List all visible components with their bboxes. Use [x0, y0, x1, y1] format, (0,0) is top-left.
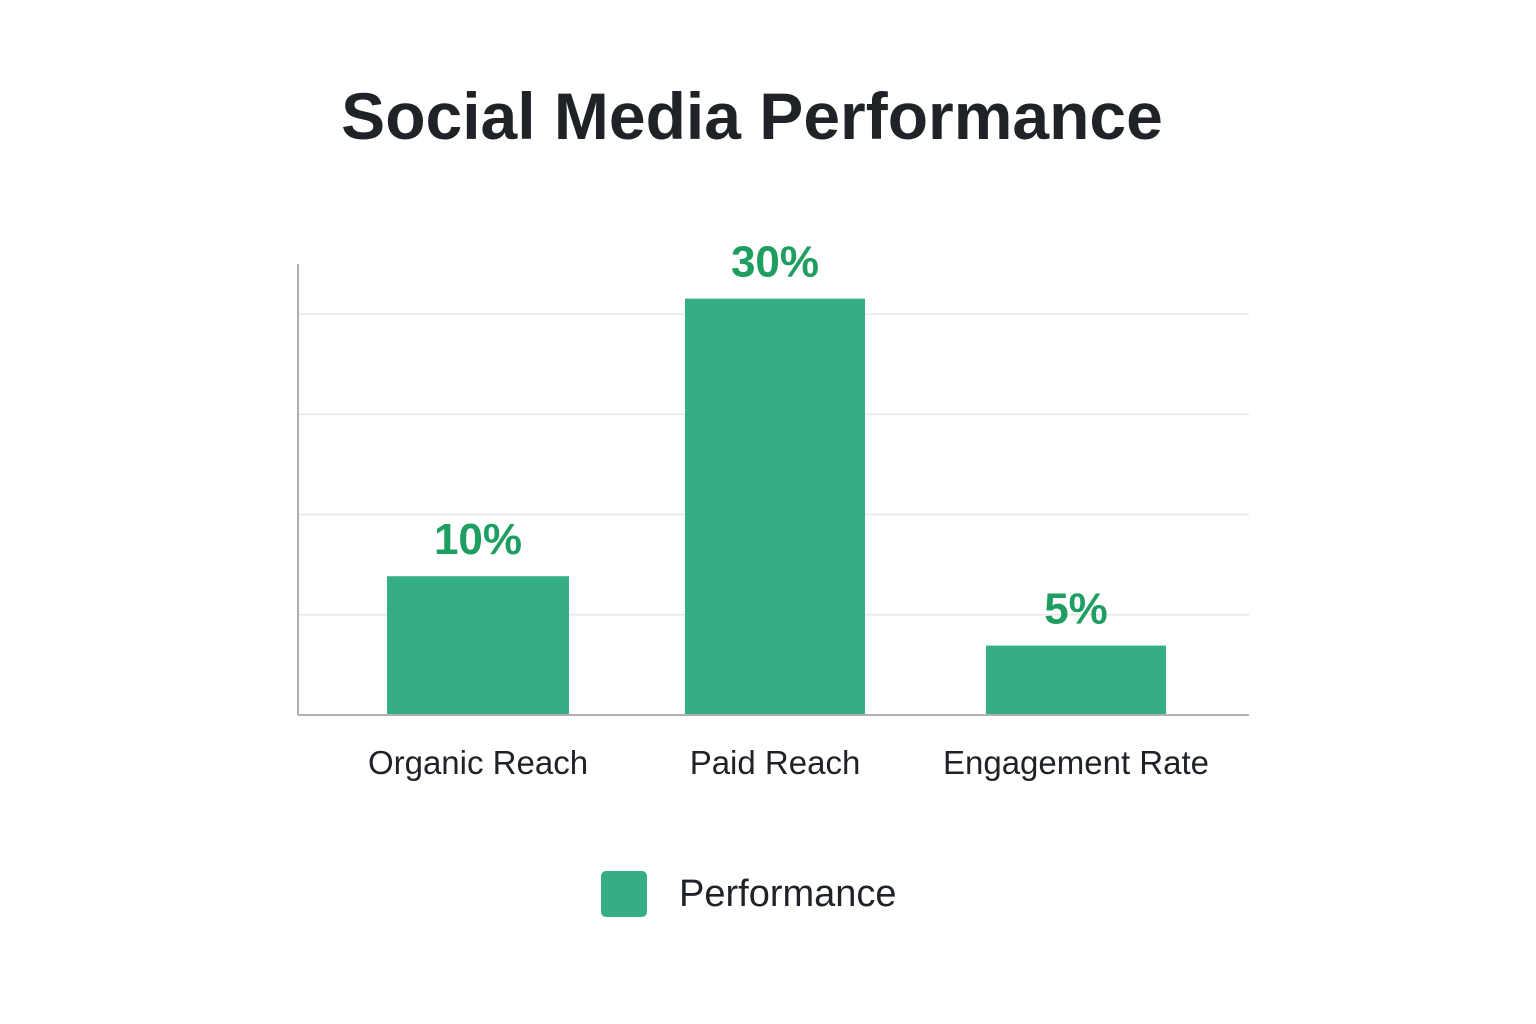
bar — [387, 576, 569, 715]
legend-swatch — [601, 871, 647, 917]
x-tick-label: Paid Reach — [690, 744, 861, 781]
legend-label: Performance — [679, 872, 897, 915]
x-tick-label: Organic Reach — [368, 744, 588, 781]
chart-title: Social Media Performance — [341, 79, 1163, 153]
labels: 10% Organic Reach 30% Paid Reach 5% Engagemen… — [368, 238, 1209, 781]
bars — [387, 298, 1166, 715]
data-label: 5% — [1044, 585, 1108, 634]
bar — [986, 645, 1166, 715]
bar — [685, 298, 865, 715]
x-tick-label: Engagement Rate — [943, 744, 1209, 781]
axes — [297, 264, 1249, 716]
data-label: 10% — [434, 515, 522, 564]
legend: Performance — [601, 870, 897, 918]
data-label: 30% — [731, 238, 819, 287]
